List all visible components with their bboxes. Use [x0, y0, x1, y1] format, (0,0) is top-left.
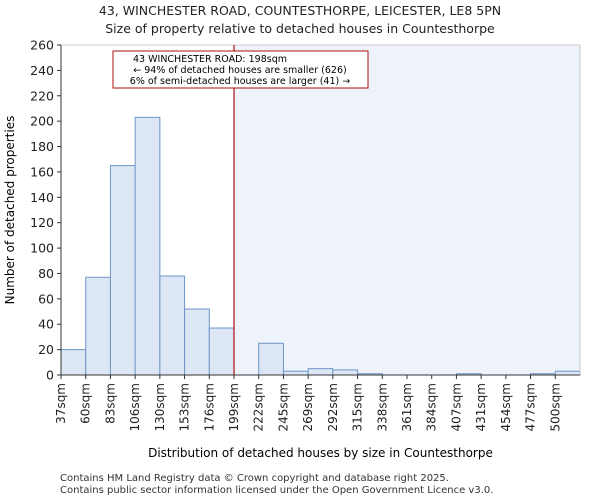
bar-106sqm	[134, 116, 161, 376]
y-tick-label: 260	[30, 38, 54, 53]
y-tick-label: 0	[46, 368, 54, 383]
y-tick-label: 160	[30, 164, 54, 179]
x-tick-label: 269sqm	[301, 383, 315, 431]
x-tick-label: 83sqm	[103, 383, 117, 424]
annotation-line-1: 43 WINCHESTER ROAD: 198sqm	[133, 54, 287, 65]
x-tick-label: 338sqm	[375, 383, 389, 431]
y-tick-label: 140	[30, 190, 54, 205]
x-tick-label: 199sqm	[227, 383, 241, 431]
chart-title: 43, WINCHESTER ROAD, COUNTESTHORPE, LEIC…	[98, 3, 502, 18]
x-tick-label: 361sqm	[400, 383, 414, 431]
x-tick-label: 477sqm	[524, 383, 538, 431]
bar-222sqm	[258, 342, 284, 376]
bar-292sqm	[332, 369, 359, 376]
chart-subtitle: Size of property relative to detached ho…	[105, 21, 495, 36]
x-tick-label: 153sqm	[178, 383, 192, 431]
x-tick-label: 106sqm	[128, 383, 142, 431]
x-tick-label: 431sqm	[474, 383, 488, 431]
x-tick-label: 384sqm	[425, 383, 439, 431]
y-tick-label: 220	[30, 88, 54, 103]
y-tick-label: 60	[38, 291, 54, 306]
y-tick-label: 120	[30, 215, 54, 230]
x-tick-label: 315sqm	[351, 383, 365, 431]
footer-licence: Contains public sector information licen…	[60, 485, 494, 496]
bar-83sqm	[109, 165, 136, 376]
x-tick-label: 407sqm	[449, 383, 463, 431]
y-axis-label: Number of detached properties	[3, 116, 17, 305]
bar-37sqm	[60, 349, 87, 376]
y-tick-label: 40	[38, 317, 54, 332]
y-tick-label: 200	[30, 114, 54, 129]
x-tick-label: 222sqm	[252, 383, 266, 431]
histogram-chart: 0 20 40 60 80 100 120 140 160 180 200 220 240 260 37s…	[3, 38, 581, 460]
x-tick-label: 500sqm	[548, 383, 562, 431]
annotation-line-3: 6% of semi-detached houses are larger (4…	[130, 76, 350, 87]
y-tick-label: 180	[30, 139, 54, 154]
x-tick-label: 176sqm	[202, 383, 216, 431]
x-axis-label: Distribution of detached houses by size …	[148, 446, 493, 460]
bar-176sqm	[208, 327, 235, 376]
annotation-line-2: ← 94% of detached houses are smaller (62…	[133, 65, 346, 76]
x-tick-label: 130sqm	[153, 383, 167, 431]
bar-269sqm	[307, 368, 334, 376]
annotation-box	[112, 50, 369, 89]
y-tick-label: 20	[38, 342, 54, 357]
y-tick-label: 100	[30, 241, 54, 256]
bar-500sqm	[554, 370, 581, 376]
bar-153sqm	[184, 308, 210, 376]
bar-130sqm	[159, 275, 186, 376]
x-tick-label: 454sqm	[499, 383, 513, 431]
y-tick-label: 80	[38, 266, 54, 281]
x-tick-label: 60sqm	[79, 383, 93, 424]
x-tick-label: 245sqm	[276, 383, 290, 431]
highlight-region	[234, 45, 580, 375]
footer-copyright: Contains HM Land Registry data © Crown c…	[60, 473, 449, 484]
bar-245sqm	[282, 370, 309, 376]
bar-60sqm	[85, 276, 111, 376]
y-tick-label: 240	[30, 63, 54, 78]
x-tick-label: 292sqm	[326, 383, 340, 431]
x-tick-label: 37sqm	[54, 383, 68, 424]
